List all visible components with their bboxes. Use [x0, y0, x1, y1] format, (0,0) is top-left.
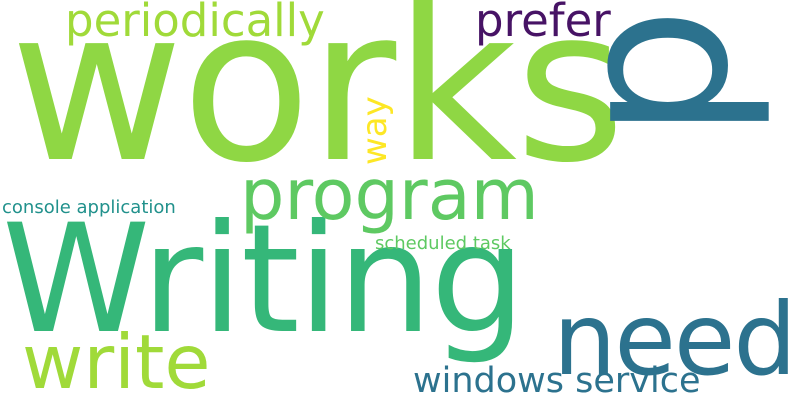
- word-periodically: periodically: [65, 0, 325, 43]
- word-program: program: [240, 160, 539, 230]
- word-console-application: console application: [2, 199, 176, 217]
- word-write: write: [22, 325, 211, 400]
- word-prefer: prefer: [475, 0, 611, 43]
- word-scheduled-task: scheduled task: [375, 235, 511, 253]
- word-windows-service: windows service: [413, 364, 701, 399]
- word-way: way: [358, 96, 392, 165]
